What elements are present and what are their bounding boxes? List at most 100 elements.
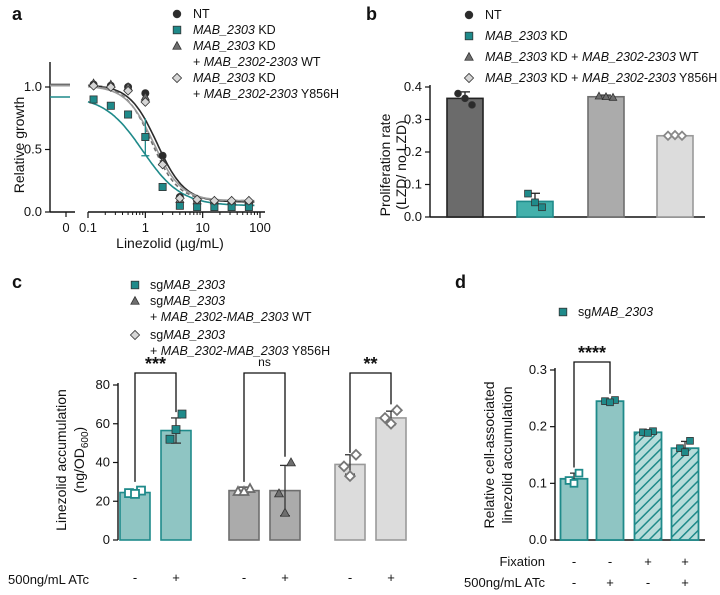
panel-c-legend-text-wt-pre: sg [150,294,163,308]
panel-b-legend-marker-y856h [463,72,475,84]
panel-d-point [574,468,584,478]
panel-c-point [384,417,398,430]
panel-c-bar [160,429,192,541]
panel-d-legend: sgMAB_2303 [558,305,653,319]
panel-d-legend-marker-kd [558,307,568,317]
panel-a-point-kd [106,101,115,110]
panel-a-xtick-label: 0.1 [79,220,97,235]
panel-b-axes: 0.0 0.1 0.2 0.3 0.4 [404,79,705,224]
panel-d-significance-label: **** [578,343,606,363]
panel-label-d: d [455,272,466,292]
panel-a-point-kd [89,95,98,104]
panel-b-bar-nt [446,97,484,218]
panel-a-ylabel: Relative growth [11,97,27,194]
panel-a-fit-curve-y856h [87,85,255,202]
panel-c-bar [228,489,260,541]
panel-d-atc-sign: - [646,575,650,590]
panel-a-fit-curve-wt [87,84,255,202]
panel-a-point-y856h [105,82,116,92]
panel-a-legend-text2-y856h-post: Y856H [298,87,339,101]
panel-b-legend-span: Y856H [676,71,717,85]
panel-d-point [569,479,579,488]
panel-a-point-y856h [88,80,99,91]
panel-b-legend-span: MAB_2303 [485,71,547,85]
panel-a-xtick-label: 100 [249,220,271,235]
panel-a-point-y856h [192,194,202,205]
panel-c-point [279,507,291,517]
panel-b-legend-marker-wt [464,51,474,61]
panel-a-legend-text2-wt-italic: MAB_2302-2303 [204,55,298,69]
panel-a-legend-text-wt-italic: MAB_2303 [193,39,255,53]
panel-c-legend-text-y856h-italic: MAB_2303 [163,328,225,342]
panel-d-legend-text-kd-italic: MAB_2303 [591,305,653,319]
panel-b-legend-span: NT [485,8,502,22]
panel-b-point-nt [461,94,469,103]
panel-b-ylabel-line1: Proliferation rate [377,113,393,216]
panel-c-legend-text-kd: sgMAB_2303 [150,278,225,292]
panel-a-point-kd [158,182,167,191]
panel-b-point-wt [601,92,611,101]
panel-b-legend-span: WT [676,50,699,64]
panel-a-point-kd [124,110,133,119]
panel-b-point-y856h [676,130,688,142]
panel-c-legend-text-kd-italic: MAB_2303 [163,278,225,292]
panel-b-ytick-label: 0.4 [404,79,422,94]
panel-c-legend-marker-y856h [129,329,141,341]
panel-d-atc-sign: + [606,575,614,590]
panel-d-point [606,398,614,407]
panel-b-legend-text-wt: MAB_2303 KD + MAB_2302-2303 WT [485,50,699,64]
panel-c-legend-marker-wt [130,295,140,305]
panel-c-ylabel-end: ) [71,427,87,432]
panel-a-legend-text2-y856h: + MAB_2302-2303 Y856H [193,87,339,101]
panel-a-point-y856h [123,85,133,96]
panel-a-fit-curve-kd [87,100,255,207]
panel-a-legend-text-kd-italic: MAB_2303 [193,23,255,37]
panel-c-atc-sign: - [242,570,246,585]
panel-a-legend-text-y856h-italic: MAB_2303 [193,71,255,85]
panel-a-legend-text-kd-post: KD [255,23,276,37]
panel-c-legend-marker-kd [130,280,140,290]
panel-a-ytick-label: 0.5 [24,142,42,157]
panel-a-legend-text-kd: MAB_2303 KD [193,23,276,37]
panel-c-point [378,411,392,425]
panel-a-xlabel: Linezolid (µg/mL) [116,235,224,251]
panel-a-xtick-label: 0 [62,220,69,235]
panel-c-atc-row-label: 500ng/mL ATc [8,572,89,587]
panel-a-legend-text2-wt-pre: + [193,55,204,69]
panel-b-point-kd [524,189,532,198]
panel-d-point [644,429,652,437]
panel-label-a: a [12,4,23,24]
panel-c-point [177,409,187,419]
panel-d-bar [670,447,700,541]
panel-d-fixation-sign: - [572,554,576,569]
panel-a-fit-curve-nt [87,84,255,203]
panel-a-legend-text2-y856h-pre: + [193,87,204,101]
panel-c-legend-text2-wt-pre: + [150,310,161,324]
panel-c-point [390,404,404,417]
panel-d-point [686,437,694,445]
panel-label-c: c [12,272,22,292]
panel-d-point [676,444,684,452]
panel-c-significance-bracket [243,372,286,482]
panel-b-point-nt [468,101,476,109]
panel-c-legend-text2-wt: + MAB_2302-MAB_2303 WT [150,310,312,324]
panel-b-point-y856h [669,129,681,141]
panel-b-legend-marker-nt [464,10,474,20]
panel-b-legend-span: MAB_2302-2303 [582,71,676,85]
panel-c-point [165,434,175,444]
panel-a-point-y856h [140,97,151,107]
panel-b-legend-span: KD + [547,50,582,64]
panel-c-legend-text2-y856h-italic: MAB_2302-MAB_2303 [161,344,289,358]
panel-b-bar-y856h [656,134,694,218]
panel-c-atc-sign: + [281,570,289,585]
panel-c-legend-text-kd-pre: sg [150,278,163,292]
panel-b-bar-wt [587,95,625,218]
panel-d-fixation-sign: - [608,554,612,569]
panel-a-legend-marker-kd [172,25,182,35]
panel-c-atc-sign: - [133,570,137,585]
panel-d-bar [559,477,589,541]
panel-c-legend-text2-y856h-post: Y856H [289,344,330,358]
panel-b-point-nt [454,89,462,98]
